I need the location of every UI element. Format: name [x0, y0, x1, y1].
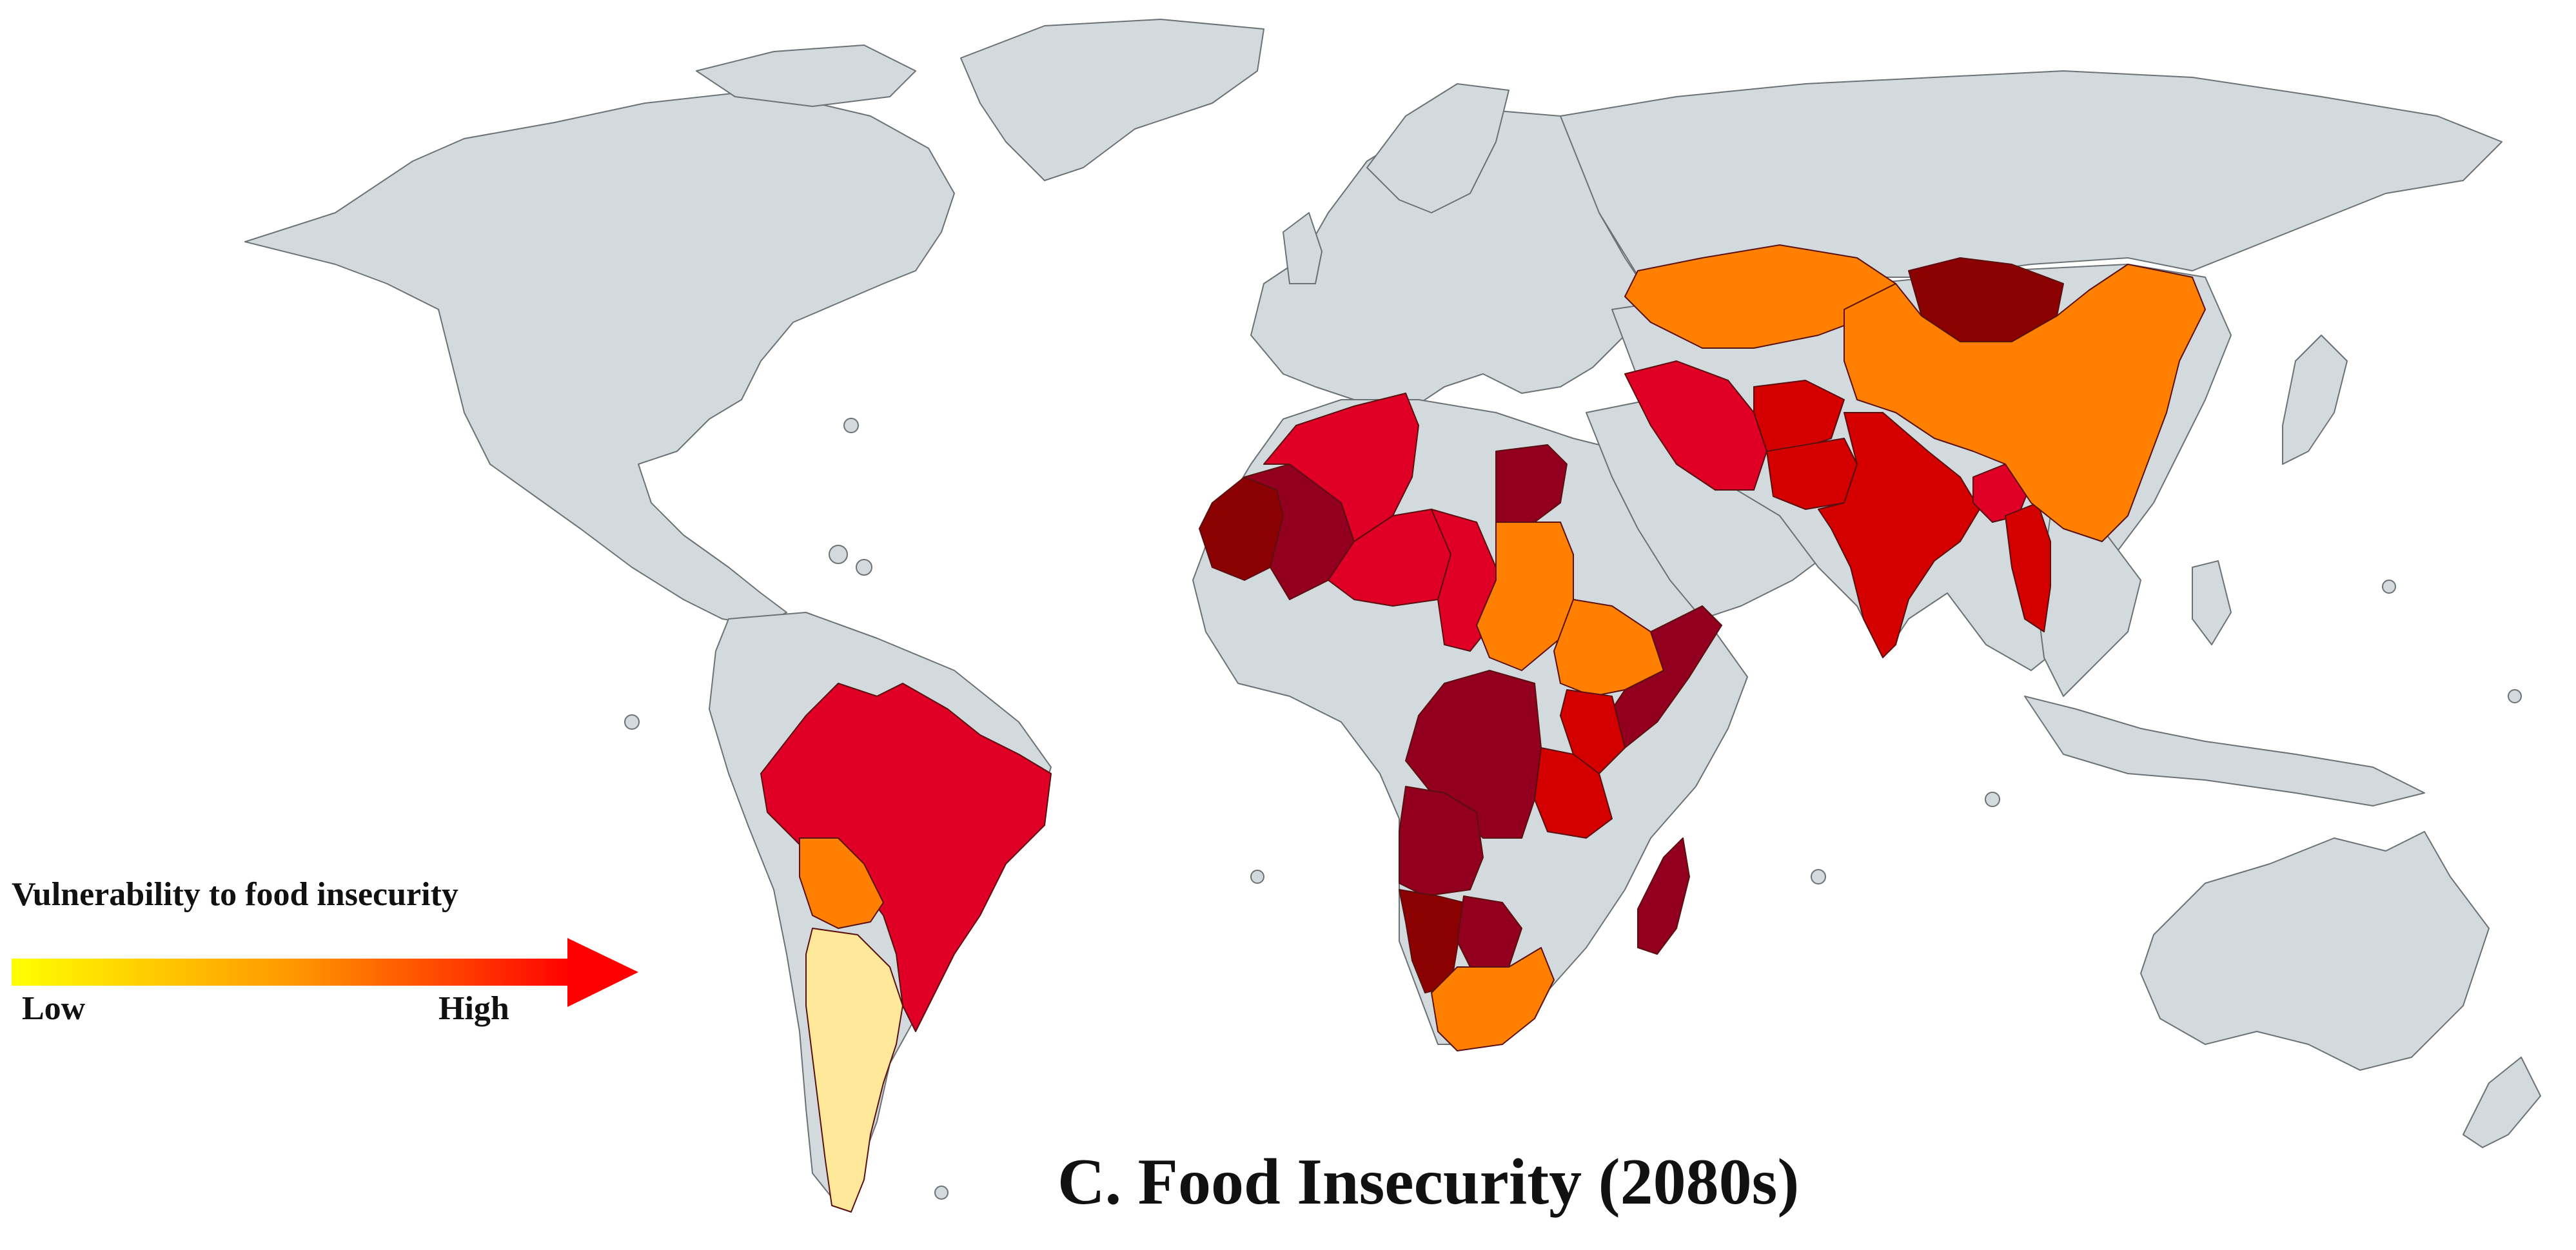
region-madagascar — [1637, 837, 1690, 955]
greenland-landmass — [960, 19, 1264, 181]
southeast-asia-landmass — [2037, 515, 2141, 697]
atlantic-island — [1250, 870, 1264, 884]
map-title: C. Food Insecurity (2080s) — [1057, 1146, 1800, 1218]
region-india — [1818, 412, 1980, 658]
region-china — [1844, 264, 2206, 542]
region-angola — [1399, 786, 1484, 897]
south-atlantic-island — [934, 1186, 949, 1200]
japan-landmass — [2282, 335, 2348, 465]
region-chad — [1431, 509, 1497, 652]
new-zealand-landmass — [2463, 1057, 2541, 1148]
region-tanzania — [1534, 747, 1613, 839]
indian-ocean-island — [1985, 792, 2000, 807]
arctic-islands-landmass — [696, 44, 916, 107]
region-pakistan — [1766, 438, 1858, 510]
north-america-landmass — [244, 90, 955, 626]
scandinavia-landmass — [1366, 83, 1509, 213]
legend-title: Vulnerability to food insecurity — [12, 876, 458, 913]
indonesia-landmass — [2024, 696, 2425, 806]
region-bolivia — [799, 837, 884, 929]
pacific-island — [2508, 689, 2522, 703]
region-argentina — [805, 928, 903, 1213]
uk-landmass — [1283, 212, 1322, 284]
region-south-africa — [1431, 947, 1555, 1051]
region-sudan — [1476, 522, 1574, 671]
legend-arrow — [12, 938, 638, 1007]
legend-low-label: Low — [22, 990, 86, 1027]
region-somalia — [1611, 605, 1722, 748]
indian-ocean-island — [1811, 869, 1826, 884]
caribbean-island — [829, 545, 848, 564]
philippines-landmass — [2192, 560, 2232, 645]
pacific-island — [843, 418, 859, 433]
atlantic-island — [624, 714, 640, 730]
caribbean-island — [856, 559, 872, 576]
australia-landmass — [2140, 831, 2490, 1071]
region-iran — [1624, 360, 1767, 491]
legend-high-label: High — [438, 990, 509, 1027]
region-algeria — [1263, 393, 1419, 542]
pacific-island — [2382, 580, 2396, 594]
